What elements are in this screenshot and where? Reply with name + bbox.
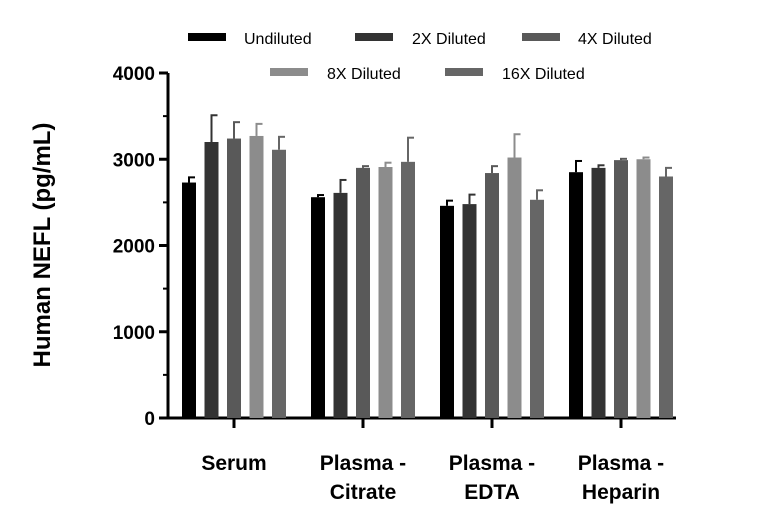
category-label: Plasma -Citrate (320, 452, 406, 504)
y-tick-label: 4000 (113, 64, 155, 85)
category-label: Plasma -Heparin (578, 452, 664, 504)
bar (636, 159, 651, 418)
legend-label: 16X Diluted (502, 66, 585, 83)
bars (182, 114, 673, 419)
bar (591, 167, 606, 418)
y-tick-label: 1000 (113, 323, 155, 344)
x-axis: Serum Plasma -Citrate Plasma -EDTA Plasma -… (168, 416, 676, 504)
category-label: Serum (201, 452, 266, 475)
bar (378, 167, 393, 418)
y-tick-label: 2000 (113, 237, 155, 258)
y-tick-label: 0 (144, 409, 155, 430)
legend-swatch (522, 33, 560, 41)
bar (440, 205, 454, 418)
bar (462, 204, 477, 418)
bar (272, 149, 286, 418)
legend-swatch (445, 68, 483, 76)
legend-label: 8X Diluted (327, 66, 401, 83)
y-tick-label: 3000 (113, 150, 155, 171)
bar (249, 135, 264, 418)
legend-label: 2X Diluted (412, 31, 486, 48)
bar (569, 172, 583, 418)
y-axis-title: Human NEFL (pg/mL) (29, 123, 56, 368)
y-axis: 0 1000 2000 3000 4000 (113, 64, 170, 430)
bar (333, 192, 348, 418)
bar (204, 142, 219, 418)
legend: Undiluted 2X Diluted 4X Diluted 8X Diluted 1… (188, 31, 652, 83)
legend-swatch (355, 33, 393, 41)
bar (485, 173, 499, 418)
legend-label: 4X Diluted (578, 31, 652, 48)
category-label: Plasma -EDTA (449, 452, 535, 504)
bar (311, 197, 325, 418)
bar (507, 157, 522, 418)
bar (356, 167, 370, 418)
legend-label: Undiluted (244, 31, 312, 48)
bar (530, 199, 544, 418)
legend-swatch (188, 33, 226, 41)
bar (227, 138, 241, 419)
bar (659, 176, 673, 418)
legend-swatch (270, 68, 308, 76)
bar (401, 161, 415, 418)
bar (182, 182, 196, 418)
bar (614, 160, 628, 419)
